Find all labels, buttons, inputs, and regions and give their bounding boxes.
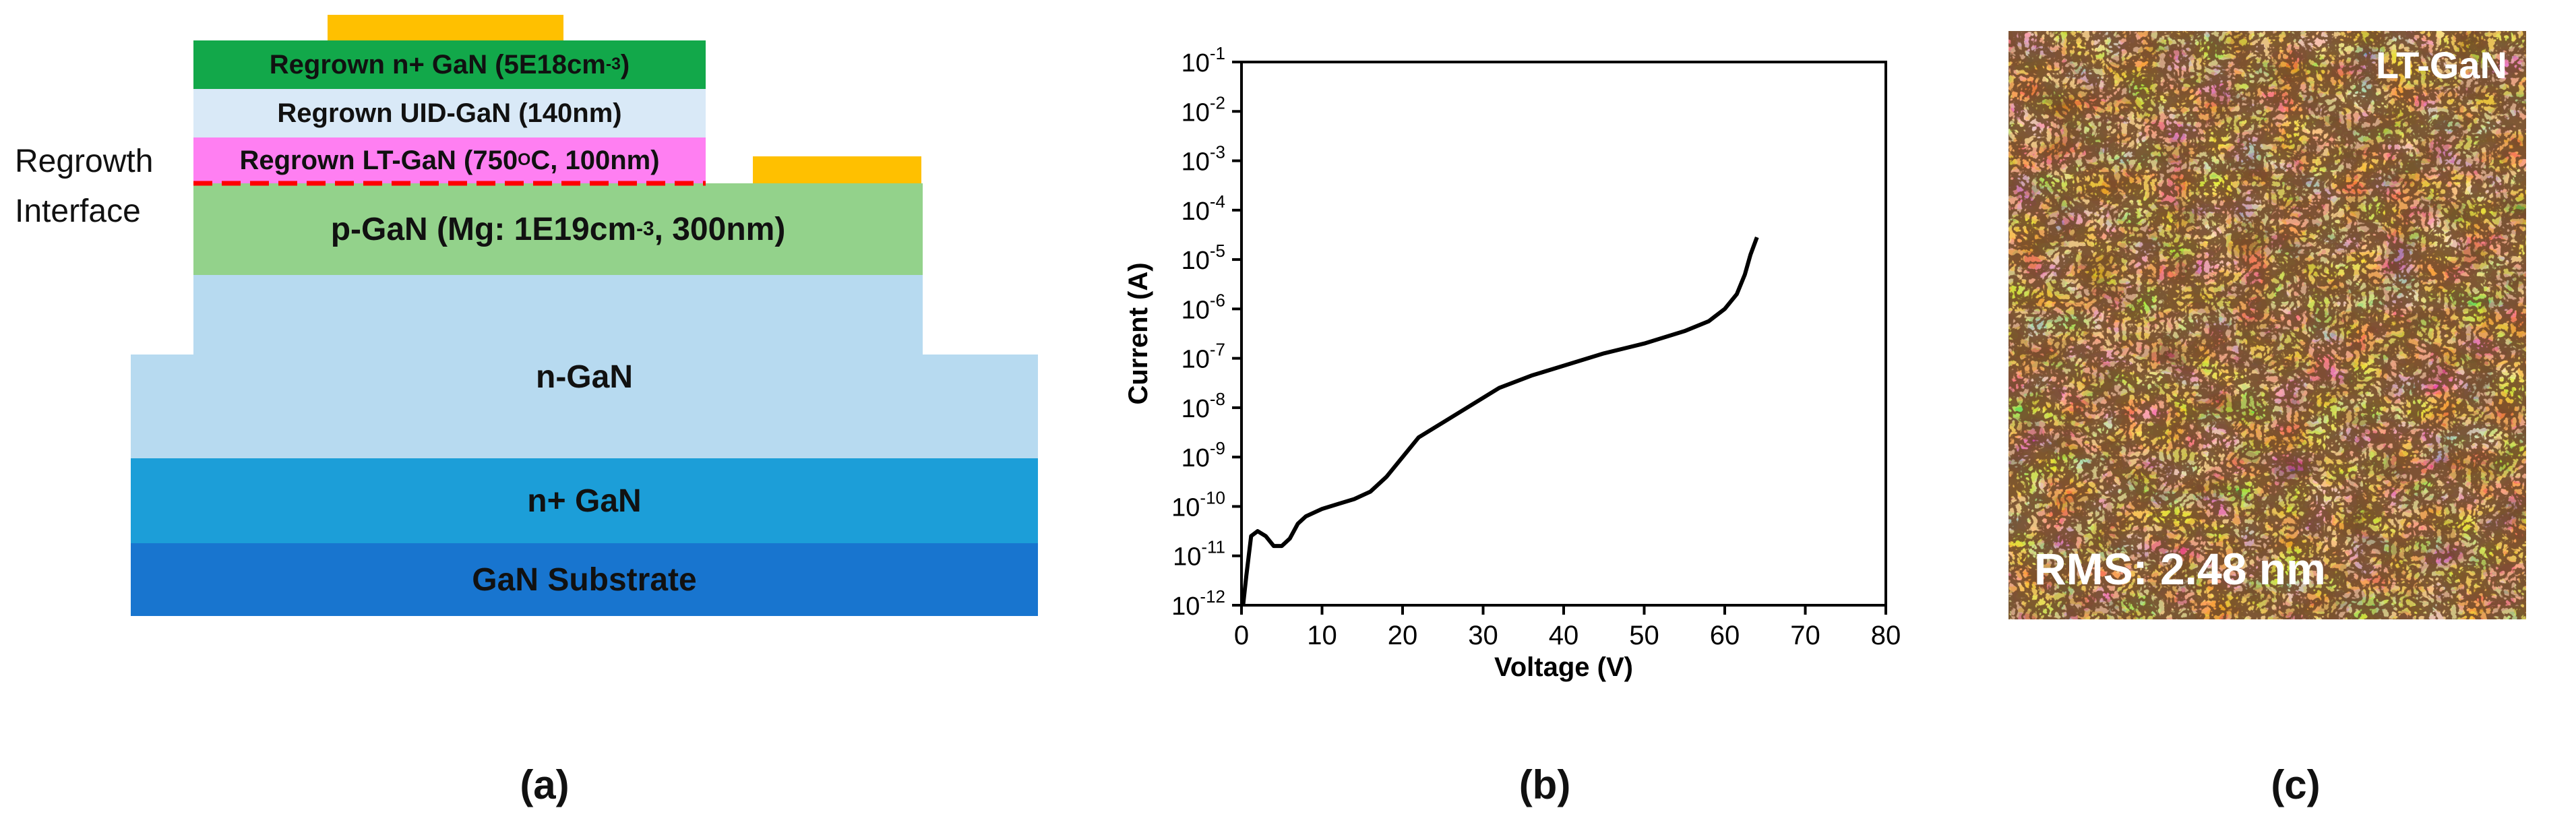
y-tick-label: 10-4 <box>1182 191 1225 226</box>
afm-texture <box>2008 31 2526 619</box>
y-tick-label: 10-5 <box>1182 241 1225 275</box>
plot-frame <box>1240 61 1887 607</box>
panel-label-b: (b) <box>1519 762 1571 807</box>
layer-n-gan-label: n-GaN <box>536 359 633 395</box>
y-tick-label: 10-10 <box>1171 487 1225 522</box>
layer-p-gan-label: p-GaN (Mg: 1E19cm <box>330 211 637 247</box>
afm-rms: RMS: 2.48 nm <box>2034 544 2326 594</box>
x-axis-ticks: 0 10 20 30 40 50 60 70 80 <box>1234 605 1901 650</box>
layer-regrown-uid-gan-label: Regrown UID-GaN (140nm) <box>277 98 622 128</box>
iv-chart: 0 10 20 30 40 50 60 70 80 10-110-210-310-410-510… <box>1124 43 1901 682</box>
layer-regrown-lt-gan: Regrown LT-GaN (750 O C, 100nm) <box>193 137 706 183</box>
panel-label-c: (c) <box>2271 762 2321 807</box>
layer-gan-substrate: GaN Substrate <box>131 543 1038 616</box>
top-contact <box>328 15 563 40</box>
layer-n-gan <box>131 355 1038 458</box>
y-tick-label: 10-3 <box>1182 142 1225 177</box>
y-tick-label: 10-1 <box>1182 43 1225 78</box>
layer-n-gan-mesa <box>193 275 923 355</box>
layer-p-gan: p-GaN (Mg: 1E19cm -3, 300nm) <box>193 183 923 275</box>
x-tick-label: 80 <box>1871 621 1901 650</box>
x-tick-label: 30 <box>1468 621 1498 650</box>
layer-n-plus-gan-label: n+ GaN <box>527 483 642 519</box>
layer-regrown-uid-gan: Regrown UID-GaN (140nm) <box>193 89 706 137</box>
layer-p-gan-end: , 300nm) <box>654 211 786 247</box>
y-tick-label: 10-12 <box>1171 586 1225 621</box>
x-tick-label: 70 <box>1790 621 1820 650</box>
layer-gan-substrate-label: GaN Substrate <box>472 561 697 598</box>
y-tick-label: 10-6 <box>1182 290 1225 324</box>
regrowth-interface-line <box>193 181 706 186</box>
x-tick-label: 40 <box>1549 621 1579 650</box>
x-tick-label: 20 <box>1388 621 1418 650</box>
x-tick-label: 60 <box>1710 621 1740 650</box>
layer-regrown-n-plus-gan: Regrown n+ GaN (5E18cm -3) <box>193 40 706 89</box>
x-tick-label: 0 <box>1234 621 1249 650</box>
x-axis-label: Voltage (V) <box>1494 652 1633 682</box>
layer-regrown-n-plus-gan-end: ) <box>620 49 630 80</box>
x-tick-label: 10 <box>1307 621 1337 650</box>
y-tick-label: 10-9 <box>1182 438 1225 472</box>
y-tick-label: 10-2 <box>1182 92 1225 127</box>
afm-image: LT-GaN RMS: 2.48 nm <box>2008 31 2526 619</box>
x-tick-label: 50 <box>1629 621 1659 650</box>
regrowth-label-line1: Regrowth <box>15 144 154 179</box>
afm-title: LT-GaN <box>2376 44 2507 86</box>
y-tick-label: 10-11 <box>1173 537 1225 572</box>
y-axis-ticks: 10-1 10-2 10-3 10-4 10-5 10-6 10-7 10-8 10-9 10-1… <box>1171 43 1241 621</box>
y-tick-label: 10-8 <box>1182 389 1225 423</box>
p-contact <box>753 156 921 183</box>
regrowth-label-line2: Interface <box>15 193 141 229</box>
panel-label-a: (a) <box>520 762 570 807</box>
layer-n-plus-gan: n+ GaN <box>131 458 1038 543</box>
layer-regrown-n-plus-gan-label: Regrown n+ GaN (5E18cm <box>269 49 606 80</box>
layer-regrown-lt-gan-end: C, 100nm) <box>530 145 660 175</box>
series-line-iv <box>1241 237 1759 606</box>
y-axis-label: Current (A) <box>1124 262 1153 404</box>
y-tick-label: 10-7 <box>1182 340 1225 374</box>
layer-regrown-lt-gan-label: Regrown LT-GaN (750 <box>239 145 518 175</box>
